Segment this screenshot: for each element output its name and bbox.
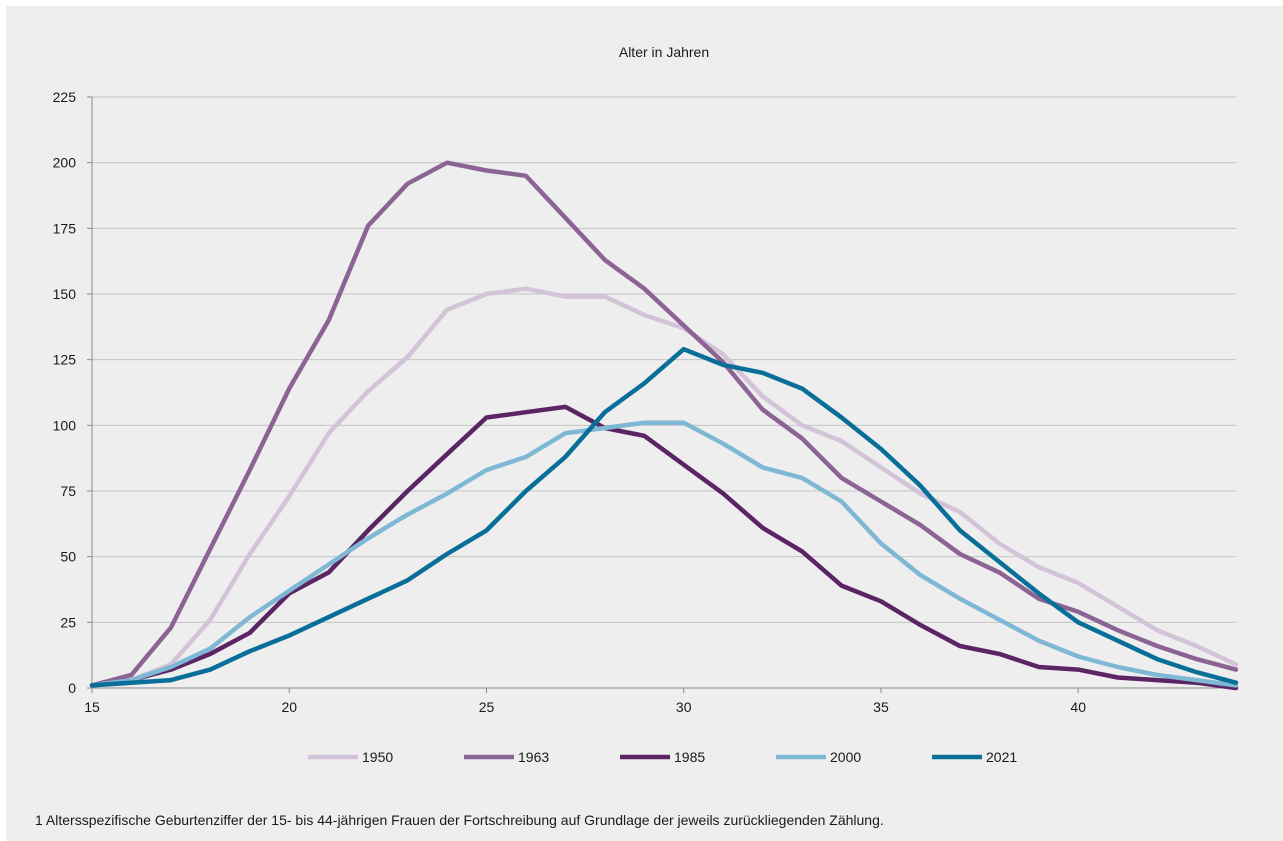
x-tick-label: 35 <box>873 699 889 715</box>
series-line-1950 <box>89 286 1239 688</box>
x-tick-label: 40 <box>1070 699 1086 715</box>
series-line-1985 <box>89 404 1239 691</box>
x-tick-label: 20 <box>281 699 297 715</box>
y-tick-label: 100 <box>53 417 77 433</box>
legend-label-1950: 1950 <box>362 749 393 765</box>
legend-label-1963: 1963 <box>518 749 549 765</box>
y-tick-label: 0 <box>68 680 76 696</box>
legend-label-2021: 2021 <box>986 749 1017 765</box>
y-tick-label: 200 <box>53 155 77 171</box>
legend-label-1985: 1985 <box>674 749 705 765</box>
series-line-2000 <box>89 420 1239 688</box>
chart-panel: Alter in Jahren 0 25 50 75 100 125 150 175 200 225… <box>6 6 1283 841</box>
series-line-2021 <box>89 346 1239 688</box>
x-tick-label: 15 <box>84 699 100 715</box>
y-tick-label: 50 <box>60 549 76 565</box>
line-chart: Alter in Jahren 0 25 50 75 100 125 150 175 200 225… <box>53 44 1239 765</box>
y-tick-label: 125 <box>53 352 77 368</box>
y-tick-label: 25 <box>60 614 76 630</box>
legend-label-2000: 2000 <box>830 749 861 765</box>
footnote: 1 Altersspezifische Geburtenziffer der 1… <box>35 812 884 828</box>
x-tick-label: 30 <box>676 699 692 715</box>
y-tick-label: 175 <box>53 220 77 236</box>
y-tick-label: 225 <box>53 89 77 105</box>
y-tick-label: 150 <box>53 286 77 302</box>
x-tick-label: 25 <box>479 699 495 715</box>
chart-title: Alter in Jahren <box>619 44 709 60</box>
y-tick-label: 75 <box>60 483 76 499</box>
